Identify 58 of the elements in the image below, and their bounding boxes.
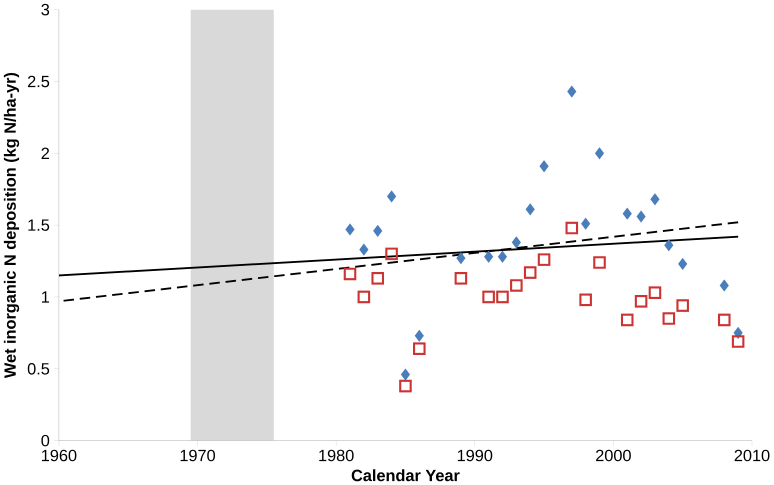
point <box>400 368 410 381</box>
point <box>620 314 634 326</box>
point <box>526 203 535 216</box>
point <box>732 335 744 348</box>
point <box>664 239 674 252</box>
x-tick-label: 1960 <box>42 450 76 462</box>
point <box>594 147 604 160</box>
point <box>358 290 370 304</box>
point <box>622 208 632 220</box>
point <box>565 222 578 234</box>
point <box>414 330 424 342</box>
point <box>386 190 396 202</box>
y-tick-label: 2 <box>42 148 50 159</box>
x-tick-label: 2000 <box>596 450 631 462</box>
y-tick-label: 0 <box>41 434 50 446</box>
point <box>496 290 509 304</box>
point <box>567 85 576 98</box>
point <box>720 279 729 292</box>
point <box>581 218 590 230</box>
point <box>634 294 648 308</box>
point <box>678 258 688 270</box>
y-tick-label: 0.5 <box>28 362 50 375</box>
y-tick-label: 1 <box>42 291 50 303</box>
point <box>512 236 521 248</box>
point <box>593 256 606 269</box>
x-tick-label: 1990 <box>458 450 492 462</box>
x-tick-label: 1970 <box>180 450 216 462</box>
point <box>524 266 536 279</box>
point <box>359 243 368 256</box>
point <box>344 268 356 280</box>
point <box>399 380 412 392</box>
point <box>539 160 549 172</box>
y-axis-title: Wet inorganic N deposition (kg N/ha-yr) <box>4 72 20 378</box>
point <box>579 293 592 306</box>
point <box>538 253 550 266</box>
point <box>650 193 660 206</box>
y-tick-label: 3 <box>41 4 50 16</box>
point <box>636 210 646 223</box>
point <box>510 279 523 292</box>
point <box>454 272 468 285</box>
point <box>676 299 689 312</box>
point <box>373 224 382 237</box>
point <box>345 223 355 236</box>
point <box>413 342 426 355</box>
y-tick-label: 1.5 <box>28 219 50 231</box>
point <box>484 250 494 263</box>
point <box>371 272 384 285</box>
point <box>456 252 466 264</box>
x-tick-label: 2010 <box>734 450 770 462</box>
y-tick-label: 2.5 <box>28 76 50 88</box>
point <box>718 314 731 326</box>
point <box>385 248 398 260</box>
point <box>648 286 662 299</box>
point <box>482 290 495 304</box>
x-tick-label: 1980 <box>319 450 354 462</box>
point <box>662 312 676 325</box>
x-axis-title: Calendar Year <box>352 469 460 482</box>
point <box>498 250 508 263</box>
